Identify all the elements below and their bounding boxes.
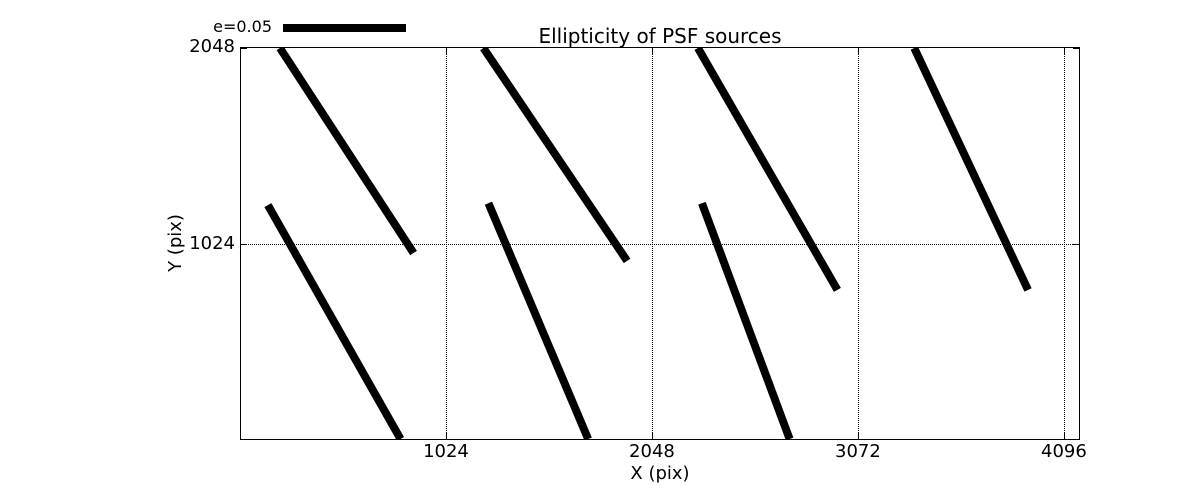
x-tick-label: 4096 [1041, 441, 1087, 462]
plot-area [240, 47, 1080, 440]
ellipticity-whisker [480, 48, 631, 264]
y-tick-right [1073, 48, 1079, 49]
ellipticity-whisker [276, 48, 417, 256]
x-gridline [446, 48, 448, 439]
ellipticity-whisker [698, 201, 794, 439]
legend-scale-bar [283, 24, 406, 32]
x-tick-bottom [446, 433, 448, 439]
x-tick-bottom [1064, 433, 1066, 439]
x-tick-label: 3072 [835, 441, 881, 462]
x-tick-bottom [652, 433, 654, 439]
x-tick-top [652, 48, 654, 54]
x-tick-label: 1024 [423, 441, 469, 462]
y-tick-label: 2048 [189, 36, 235, 57]
ellipticity-whisker [264, 203, 405, 439]
x-axis-label: X (pix) [630, 463, 690, 484]
x-tick-top [446, 48, 448, 54]
ellipticity-whisker [484, 201, 592, 439]
x-tick-top [1064, 48, 1066, 54]
y-tick-label: 1024 [189, 232, 235, 254]
legend-label: e=0.05 [213, 17, 272, 36]
x-tick-label: 2048 [629, 441, 675, 462]
ellipticity-whisker [910, 48, 1032, 292]
y-gridline [241, 244, 1079, 245]
y-tick-left [241, 48, 247, 49]
x-tick-bottom [858, 433, 860, 439]
x-gridline [1064, 48, 1066, 439]
ellipticity-whisker [694, 48, 841, 292]
x-gridline [652, 48, 654, 439]
y-tick-right [1073, 244, 1079, 245]
y-tick-left [241, 244, 247, 245]
x-tick-top [858, 48, 860, 54]
x-gridline [858, 48, 860, 439]
chart-title: Ellipticity of PSF sources [538, 24, 782, 48]
y-axis-label: Y (pix) [165, 214, 186, 272]
